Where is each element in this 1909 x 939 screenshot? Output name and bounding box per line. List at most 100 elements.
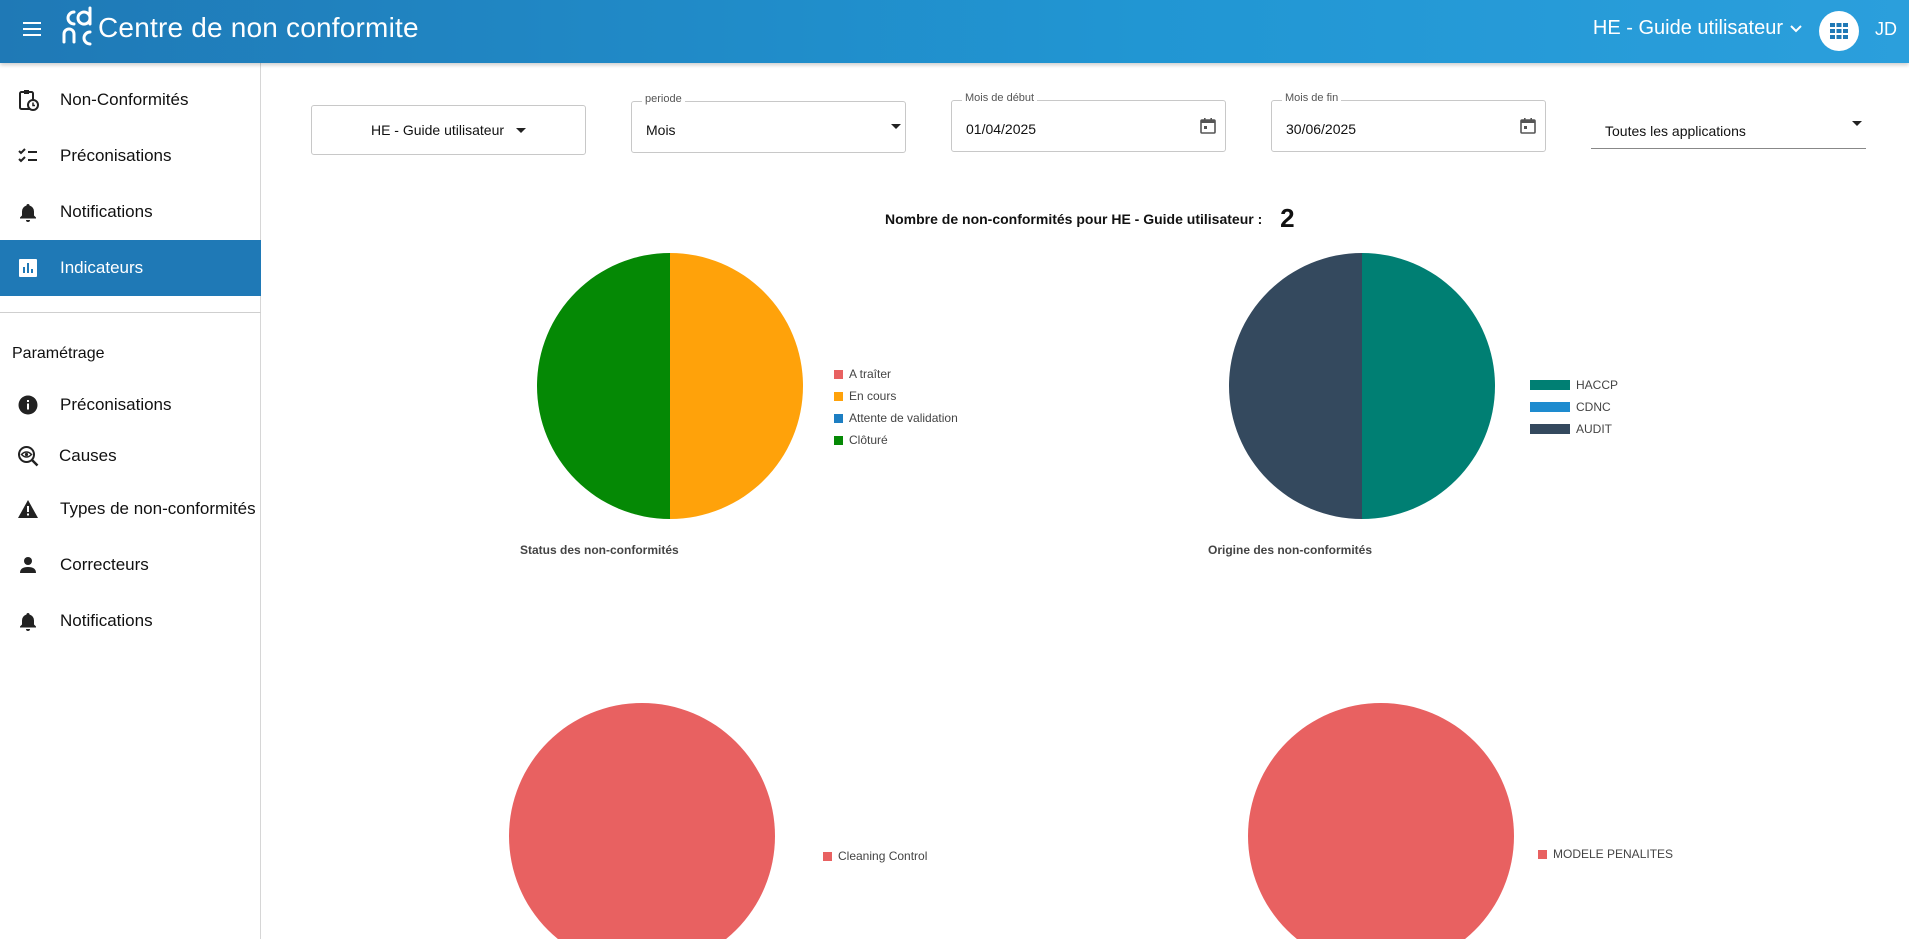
- sidebar-item-non-conformites[interactable]: Non-Conformités: [0, 72, 261, 128]
- legend-swatch: [834, 369, 843, 379]
- person-icon: [16, 553, 40, 577]
- sidebar-item-correcteurs[interactable]: Correcteurs: [0, 537, 261, 593]
- status-chart-title: Status des non-conformités: [520, 543, 679, 557]
- legend-item[interactable]: Clôturé: [834, 433, 888, 447]
- sidebar-item-label: Indicateurs: [60, 258, 144, 277]
- pie-slice-en-cours[interactable]: [670, 253, 803, 519]
- pie-slice-cl-tur-[interactable]: [537, 253, 670, 519]
- legend-label: Attente de validation: [849, 411, 958, 425]
- apps-grid-button[interactable]: [1819, 11, 1859, 51]
- checklist-icon: [16, 144, 40, 168]
- sidebar-item-label: Notifications: [60, 611, 153, 630]
- legend-label: En cours: [849, 389, 897, 403]
- user-avatar[interactable]: JD: [1875, 19, 1897, 39]
- pie-slice-audit[interactable]: [1229, 253, 1362, 519]
- info-circle-icon: [16, 393, 40, 417]
- caret-down-icon: [1852, 121, 1862, 126]
- start-month-label: Mois de début: [962, 92, 1038, 104]
- legend-item[interactable]: AUDIT: [1530, 422, 1612, 436]
- caret-down-icon: [891, 124, 901, 129]
- sidebar-item-preconisations[interactable]: Préconisations: [0, 128, 261, 184]
- clipboard-clock-icon: [16, 88, 40, 112]
- site-selector[interactable]: HE - Guide utilisateur: [1593, 17, 1803, 40]
- model-pie-chart: [1248, 703, 1514, 939]
- legend-item[interactable]: Cleaning Control: [823, 849, 927, 863]
- legend-item[interactable]: En cours: [834, 389, 896, 403]
- menu-icon[interactable]: [20, 18, 44, 42]
- legend-label: CDNC: [1576, 400, 1611, 414]
- legend-swatch: [1530, 402, 1570, 412]
- end-month-label: Mois de fin: [1282, 92, 1342, 104]
- legend-swatch: [834, 435, 843, 445]
- legend-item[interactable]: A traîter: [834, 367, 891, 381]
- legend-swatch: [1530, 424, 1570, 434]
- sidebar-item-label: Correcteurs: [60, 555, 149, 574]
- settings-section-title: Paramétrage: [12, 345, 105, 362]
- warning-icon: [16, 497, 40, 521]
- pie-slice-modele-penalites[interactable]: [1248, 703, 1514, 939]
- sidebar-divider: [0, 312, 261, 313]
- status-pie-chart: [537, 253, 803, 519]
- chevron-down-icon: [1790, 24, 1802, 32]
- nc-count-label: Nombre de non-conformités pour HE - Guid…: [885, 211, 1263, 227]
- sidebar-item-indicateurs[interactable]: Indicateurs: [0, 240, 261, 296]
- chart-box-icon: [16, 256, 40, 280]
- end-month-value: 30/06/2025: [1286, 121, 1357, 137]
- legend-swatch: [1538, 849, 1547, 859]
- start-month-value: 01/04/2025: [966, 121, 1037, 137]
- site-filter-label: HE - Guide utilisateur: [370, 122, 505, 138]
- site-selector-label: HE - Guide utilisateur: [1592, 17, 1783, 39]
- sidebar-item-notifications[interactable]: Notifications: [0, 184, 261, 240]
- legend-label: MODELE PENALITES: [1553, 847, 1674, 861]
- nc-count-value: 2: [1280, 203, 1295, 233]
- sidebar-item-causes[interactable]: Causes: [0, 428, 261, 484]
- legend-label: AUDIT: [1576, 422, 1612, 436]
- periode-select[interactable]: periode Mois: [631, 93, 906, 153]
- applications-select[interactable]: Toutes les applications: [1591, 115, 1866, 149]
- top-app-bar: Centre de non conformite HE - Guide util…: [0, 0, 1909, 63]
- legend-label: Clôturé: [849, 433, 888, 447]
- sidebar-item-label: Préconisations: [60, 395, 172, 414]
- legend-item[interactable]: HACCP: [1530, 378, 1618, 392]
- legend-item[interactable]: MODELE PENALITES: [1538, 847, 1673, 861]
- sidebar-item-label: Notifications: [60, 202, 153, 221]
- applications-value: Toutes les applications: [1605, 123, 1746, 139]
- legend-label: Cleaning Control: [838, 849, 928, 863]
- calendar-icon[interactable]: [1199, 117, 1217, 135]
- legend-label: HACCP: [1576, 378, 1619, 392]
- application-pie-chart: [509, 703, 775, 939]
- bell-icon: [16, 200, 40, 224]
- nc-count-summary: Nombre de non-conformités pour HE - Guid…: [885, 200, 1295, 233]
- legend-item[interactable]: CDNC: [1530, 400, 1611, 414]
- pie-slice-cleaning-control[interactable]: [509, 703, 775, 939]
- end-month-field[interactable]: Mois de fin 30/06/2025: [1271, 92, 1546, 152]
- origin-chart-title: Origine des non-conformités: [1208, 543, 1373, 557]
- calendar-icon[interactable]: [1519, 117, 1537, 135]
- sidebar: Non-Conformités Préconisations Notificat…: [0, 63, 261, 939]
- sidebar-item-label: Non-Conformités: [60, 90, 189, 109]
- site-filter-button[interactable]: HE - Guide utilisateur: [311, 105, 586, 155]
- sidebar-item-label: Types de non-conformités: [60, 499, 256, 518]
- cdnc-logo: [62, 6, 92, 46]
- legend-item[interactable]: Attente de validation: [834, 411, 958, 425]
- sidebar-item-types[interactable]: Types de non-conformités: [0, 481, 261, 537]
- sidebar-item-label: Préconisations: [60, 146, 172, 165]
- sidebar-item-label: Causes: [59, 446, 117, 465]
- app-title: Centre de non conformite: [98, 12, 419, 43]
- eye-search-icon: [16, 444, 40, 468]
- bell-icon: [16, 609, 40, 633]
- legend-swatch: [1530, 380, 1570, 390]
- main-content: HE - Guide utilisateur periode Mois Mois…: [262, 63, 1909, 939]
- periode-value: Mois: [646, 122, 676, 138]
- sidebar-item-settings-notifications[interactable]: Notifications: [0, 593, 261, 649]
- legend-swatch: [823, 851, 832, 861]
- periode-label: periode: [642, 93, 685, 105]
- legend-label: A traîter: [849, 367, 892, 381]
- caret-down-icon: [516, 127, 527, 133]
- apps-grid-icon: [1830, 23, 1848, 39]
- origin-pie-chart: [1229, 253, 1495, 519]
- pie-slice-haccp[interactable]: [1362, 253, 1495, 519]
- start-month-field[interactable]: Mois de début 01/04/2025: [951, 92, 1226, 152]
- legend-swatch: [834, 413, 843, 423]
- sidebar-item-settings-preconisations[interactable]: Préconisations: [0, 377, 261, 433]
